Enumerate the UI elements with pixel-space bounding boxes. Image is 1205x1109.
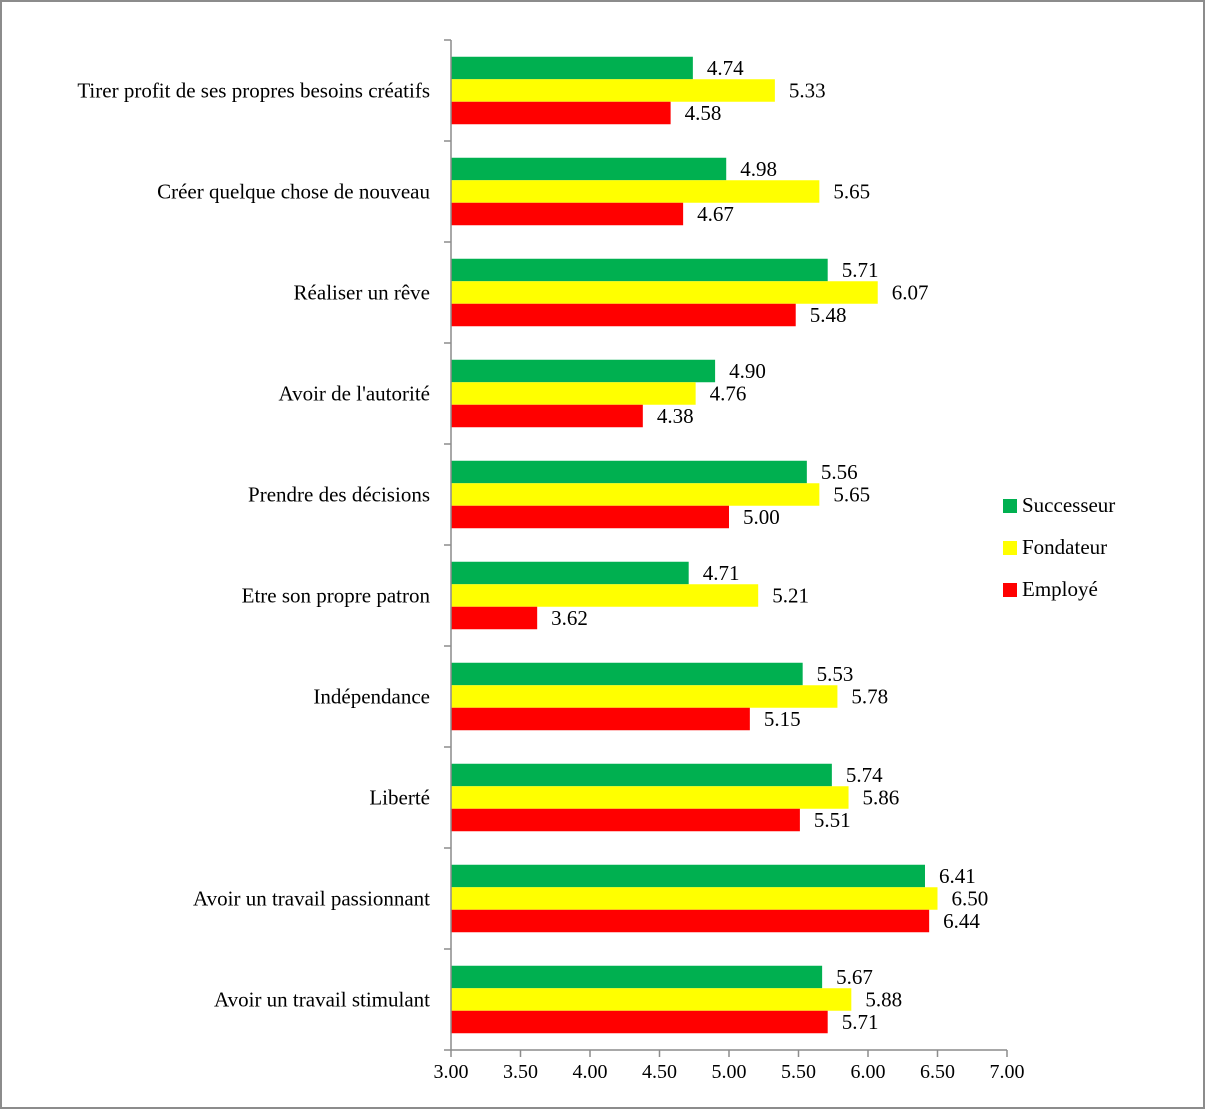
- data-label-fondateur-4: 5.65: [833, 483, 870, 507]
- bar-employé-9: [451, 1010, 828, 1034]
- category-label-2: Réaliser un rêve: [294, 281, 430, 305]
- data-label-fondateur-1: 5.65: [833, 180, 870, 204]
- bar-fondateur-1: [451, 180, 820, 203]
- bar-successeur-3: [451, 359, 716, 383]
- data-label-fondateur-3: 4.76: [710, 382, 747, 406]
- bar-employé-7: [451, 808, 800, 832]
- bar-fondateur-3: [451, 382, 696, 405]
- bar-successeur-7: [451, 763, 832, 787]
- data-label-employé-5: 3.62: [551, 606, 588, 630]
- value-labels-layer: 4.74 5.33 4.58 4.98 5.65 4.67 5.71 6.07 5.48 4.90…: [551, 56, 988, 1034]
- data-label-fondateur-9: 5.88: [865, 988, 902, 1012]
- bar-fondateur-7: [451, 786, 849, 809]
- legend-label-fondateur: Fondateur: [1022, 535, 1107, 559]
- category-label-6: Indépendance: [313, 685, 430, 709]
- x-tick-label-7: 6.50: [920, 1061, 955, 1083]
- data-label-employé-4: 5.00: [743, 505, 780, 529]
- legend-label-successeur: Successeur: [1022, 493, 1115, 517]
- data-label-employé-7: 5.51: [814, 808, 851, 832]
- data-label-fondateur-0: 5.33: [789, 79, 826, 103]
- bar-fondateur-2: [451, 281, 878, 304]
- data-label-employé-6: 5.15: [764, 707, 801, 731]
- bar-successeur-5: [451, 561, 689, 585]
- category-label-8: Avoir un travail passionnant: [193, 887, 430, 911]
- bar-successeur-1: [451, 157, 727, 181]
- category-label-9: Avoir un travail stimulant: [214, 988, 430, 1012]
- data-label-employé-0: 4.58: [685, 101, 722, 125]
- x-tick-label-0: 3.00: [434, 1061, 469, 1083]
- data-label-successeur-3: 4.90: [729, 359, 766, 383]
- legend-label-employé: Employé: [1022, 577, 1098, 601]
- data-label-successeur-9: 5.67: [836, 965, 873, 989]
- data-label-employé-8: 6.44: [943, 909, 980, 933]
- bar-employé-5: [451, 606, 538, 630]
- data-label-employé-3: 4.38: [657, 404, 694, 428]
- x-tick-label-2: 4.00: [573, 1061, 608, 1083]
- bar-successeur-4: [451, 460, 807, 484]
- data-label-fondateur-7: 5.86: [863, 786, 900, 810]
- data-label-employé-9: 5.71: [842, 1010, 879, 1034]
- data-label-successeur-7: 5.74: [846, 763, 883, 787]
- axes-layer: 3.00 3.50 4.00 4.50 5.00 5.50 6.00 6.50 7.00: [434, 39, 1025, 1083]
- category-labels-layer: Tirer profit de ses propres besoins créa…: [77, 79, 430, 1012]
- category-label-0: Tirer profit de ses propres besoins créa…: [77, 79, 430, 103]
- bar-fondateur-0: [451, 79, 775, 102]
- data-label-successeur-6: 5.53: [817, 662, 854, 686]
- bar-employé-8: [451, 909, 930, 933]
- data-label-fondateur-2: 6.07: [892, 281, 929, 305]
- data-label-successeur-0: 4.74: [707, 56, 744, 80]
- data-label-successeur-4: 5.56: [821, 460, 858, 484]
- bar-successeur-6: [451, 662, 803, 686]
- legend-swatch-employé: [1003, 583, 1017, 597]
- category-label-1: Créer quelque chose de nouveau: [157, 180, 430, 204]
- x-tick-label-6: 6.00: [851, 1061, 886, 1083]
- bar-employé-6: [451, 707, 750, 731]
- x-tick-label-4: 5.00: [712, 1061, 747, 1083]
- bar-fondateur-6: [451, 685, 838, 708]
- data-label-fondateur-8: 6.50: [952, 887, 989, 911]
- x-tick-label-3: 4.50: [642, 1061, 677, 1083]
- bar-fondateur-5: [451, 584, 759, 607]
- bar-employé-2: [451, 303, 796, 327]
- bar-fondateur-8: [451, 887, 938, 910]
- data-label-successeur-8: 6.41: [939, 864, 976, 888]
- bar-successeur-0: [451, 56, 693, 80]
- data-label-fondateur-6: 5.78: [851, 685, 888, 709]
- category-label-3: Avoir de l'autorité: [278, 382, 430, 406]
- legend-swatch-fondateur: [1003, 541, 1017, 555]
- bar-employé-4: [451, 505, 729, 529]
- data-label-fondateur-5: 5.21: [772, 584, 809, 608]
- category-label-4: Prendre des décisions: [248, 483, 430, 507]
- bar-fondateur-4: [451, 483, 820, 506]
- bar-fondateur-9: [451, 988, 852, 1011]
- data-label-successeur-5: 4.71: [703, 561, 740, 585]
- x-tick-label-5: 5.50: [781, 1061, 816, 1083]
- bar-successeur-8: [451, 864, 925, 888]
- category-label-5: Etre son propre patron: [242, 584, 431, 608]
- bar-employé-0: [451, 101, 671, 125]
- legend: Successeur Fondateur Employé: [1003, 493, 1115, 601]
- category-label-7: Liberté: [369, 786, 430, 810]
- data-label-employé-1: 4.67: [697, 202, 734, 226]
- data-label-successeur-2: 5.71: [842, 258, 879, 282]
- data-label-successeur-1: 4.98: [740, 157, 777, 181]
- x-tick-label-8: 7.00: [990, 1061, 1025, 1083]
- x-tick-label-1: 3.50: [503, 1061, 538, 1083]
- bars-layer: [451, 56, 938, 1034]
- bar-successeur-9: [451, 965, 823, 989]
- data-label-employé-2: 5.48: [810, 303, 847, 327]
- legend-swatch-successeur: [1003, 499, 1017, 513]
- bar-employé-3: [451, 404, 643, 428]
- bar-employé-1: [451, 202, 684, 226]
- bar-successeur-2: [451, 258, 828, 282]
